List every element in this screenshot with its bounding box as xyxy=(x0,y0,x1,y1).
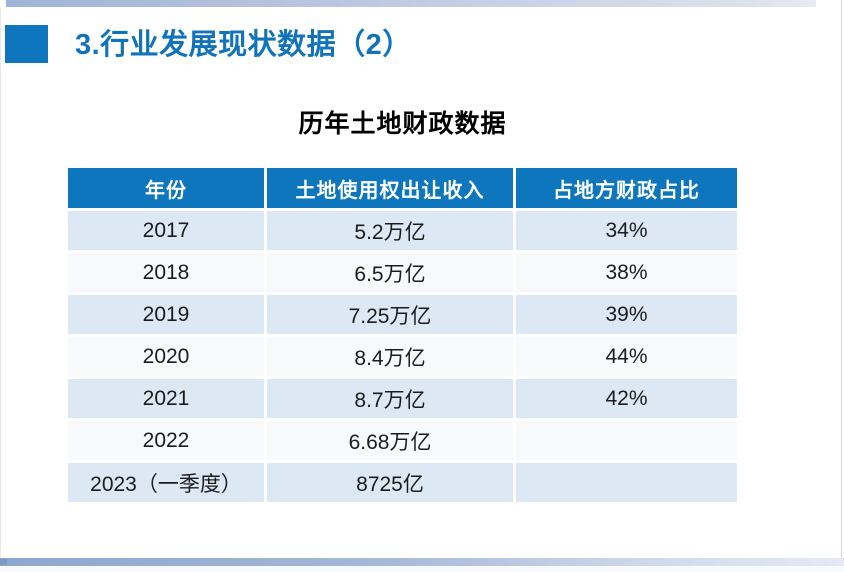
table-row: 2019 7.25万亿 39% xyxy=(68,295,737,337)
cell-revenue: 6.5万亿 xyxy=(267,253,516,295)
screenshot-right-edge xyxy=(841,0,842,572)
column-header-year: 年份 xyxy=(68,168,267,211)
table-title: 历年土地财政数据 xyxy=(298,110,507,138)
table-row: 2021 8.7万亿 42% xyxy=(68,379,737,421)
cell-revenue: 8725亿 xyxy=(267,463,516,505)
cell-year: 2022 xyxy=(68,421,267,463)
bottom-bar-left-nub xyxy=(0,559,7,565)
cell-share: 39% xyxy=(516,295,737,337)
bottom-accent-bar xyxy=(0,558,844,566)
cell-share: 38% xyxy=(516,253,737,295)
cell-share xyxy=(516,421,737,463)
cell-year: 2023（一季度） xyxy=(68,463,267,505)
table-row: 2022 6.68万亿 xyxy=(68,421,737,463)
land-finance-table: 年份 土地使用权出让收入 占地方财政占比 2017 5.2万亿 34% 2018… xyxy=(68,168,737,505)
cell-year: 2019 xyxy=(68,295,267,337)
bottom-light-strip xyxy=(0,566,844,572)
cell-revenue: 7.25万亿 xyxy=(267,295,516,337)
cell-revenue: 8.4万亿 xyxy=(267,337,516,379)
table-row: 2018 6.5万亿 38% xyxy=(68,253,737,295)
cell-year: 2017 xyxy=(68,211,267,253)
cell-revenue: 5.2万亿 xyxy=(267,211,516,253)
top-accent-bar xyxy=(6,0,816,7)
table-header-row: 年份 土地使用权出让收入 占地方财政占比 xyxy=(68,168,737,211)
column-header-share: 占地方财政占比 xyxy=(516,168,737,211)
cell-year: 2018 xyxy=(68,253,267,295)
cell-year: 2021 xyxy=(68,379,267,421)
table-row: 2023（一季度） 8725亿 xyxy=(68,463,737,505)
cell-year: 2020 xyxy=(68,337,267,379)
cell-share: 44% xyxy=(516,337,737,379)
cell-share xyxy=(516,463,737,505)
cell-revenue: 6.68万亿 xyxy=(267,421,516,463)
cell-revenue: 8.7万亿 xyxy=(267,379,516,421)
slide-heading: 3.行业发展现状数据（2） xyxy=(75,29,412,61)
table-row: 2020 8.4万亿 44% xyxy=(68,337,737,379)
column-header-revenue: 土地使用权出让收入 xyxy=(267,168,516,211)
table-row: 2017 5.2万亿 34% xyxy=(68,211,737,253)
screenshot-left-edge xyxy=(0,8,1,572)
cell-share: 42% xyxy=(516,379,737,421)
heading-bullet-square xyxy=(5,25,48,63)
cell-share: 34% xyxy=(516,211,737,253)
